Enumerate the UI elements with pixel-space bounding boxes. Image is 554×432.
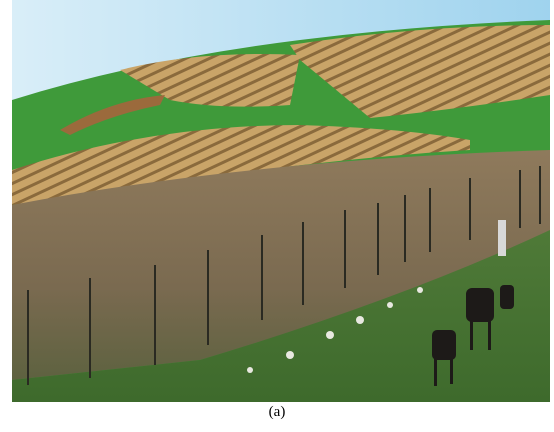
person bbox=[498, 220, 506, 256]
page: (a) (() => { const data = JSON.parse(doc… bbox=[0, 0, 554, 432]
scene bbox=[12, 0, 550, 402]
photo bbox=[0, 0, 554, 402]
caption: (a) bbox=[0, 404, 554, 421]
